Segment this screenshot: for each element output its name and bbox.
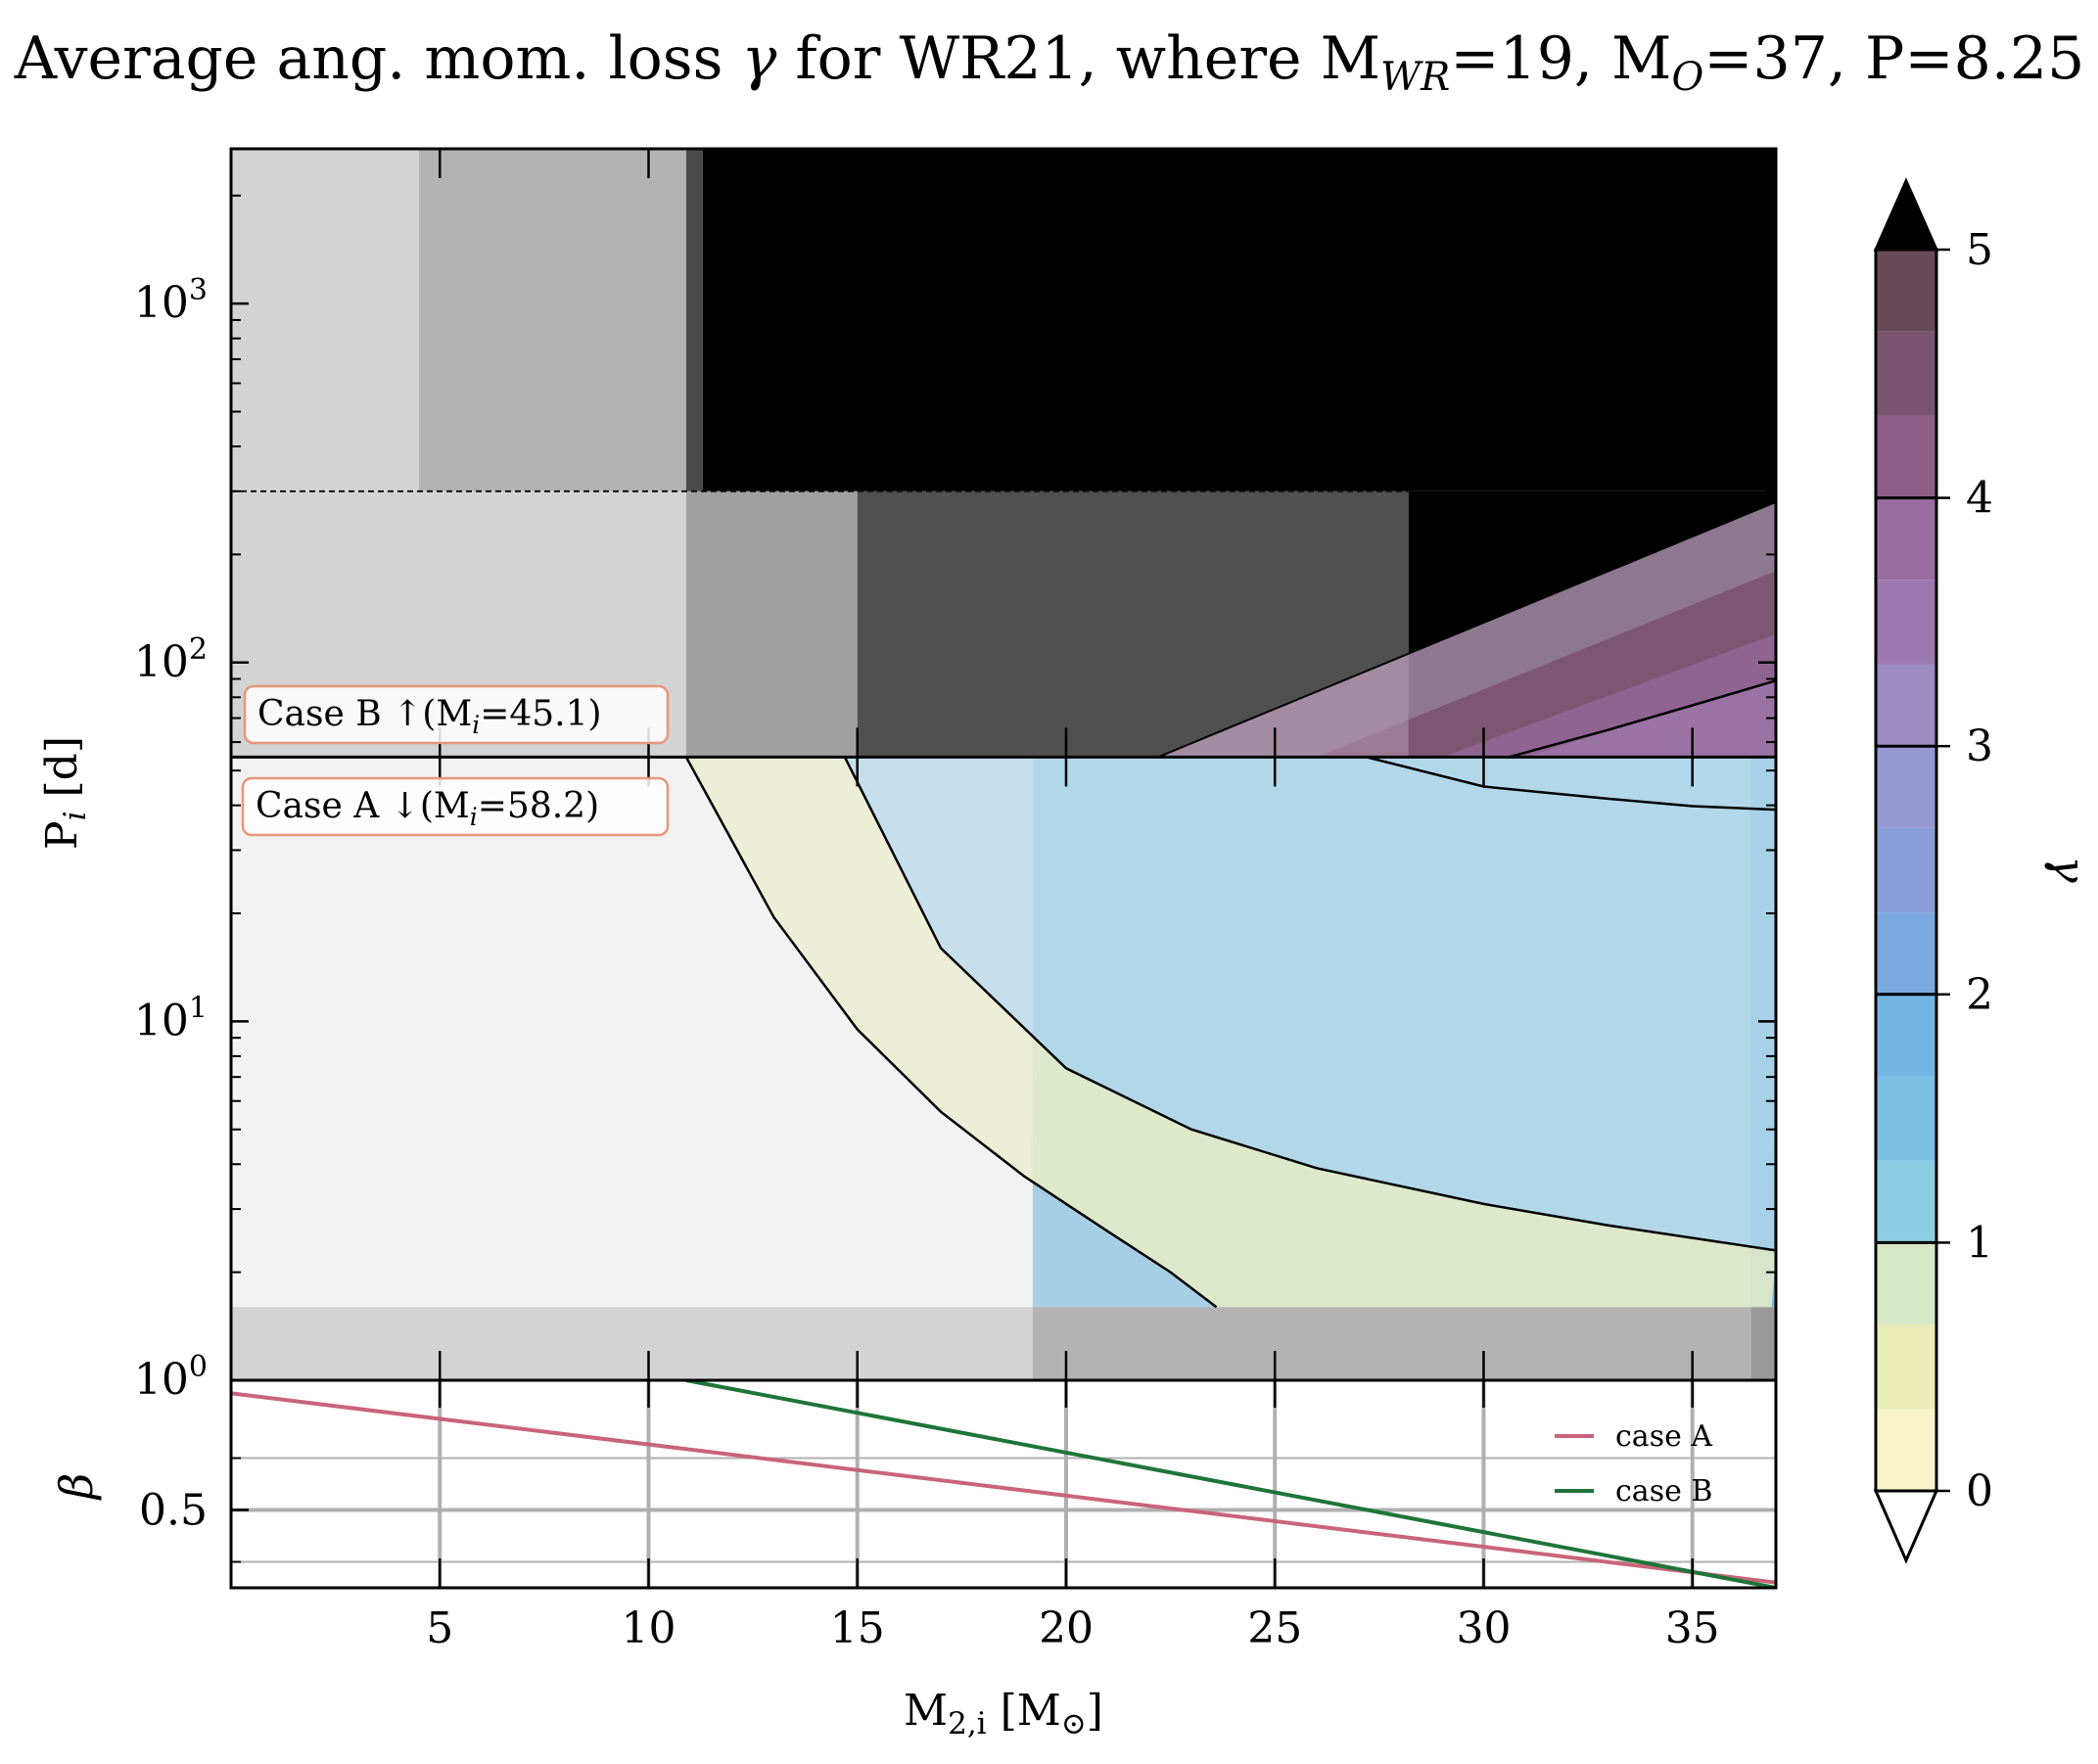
legend-label-case-a: case A (1615, 1419, 1712, 1454)
contour-layer (684, 500, 1776, 1309)
colorbar-level (1876, 1076, 1936, 1161)
colorbar-level (1876, 912, 1936, 995)
colorbar-under-extension (1873, 1489, 1939, 1564)
colorbar-level (1876, 1324, 1936, 1410)
contour-wedge-edge (1157, 500, 1776, 759)
case-a-box (241, 776, 670, 837)
xlabel: M2,i [M⊙] (904, 1686, 1103, 1741)
xtick-label: 30 (1456, 1603, 1511, 1653)
colorbar-tick-label: 2 (1966, 970, 1993, 1020)
colorbar-level (1876, 1409, 1936, 1491)
colorbar-level (1876, 1242, 1936, 1325)
xtick-label: 20 (1039, 1603, 1094, 1653)
colorbar-level (1876, 580, 1936, 665)
gamma-band-light-veil (685, 757, 1033, 1181)
colorbar-frame (1874, 248, 1938, 1493)
region-b-dark-strip (685, 149, 703, 491)
beta-axes-frame (229, 1378, 1778, 1590)
contour-gamma-0 (684, 756, 1218, 1309)
beta-legend: case A case B (1555, 1419, 1712, 1509)
gamma-band-1-2 (844, 757, 1776, 1251)
ytick-label: 101 (134, 991, 208, 1045)
contour-gamma-3 (1508, 679, 1776, 759)
xtick-label: 15 (830, 1603, 885, 1653)
region-a-bottom-dark (1750, 1307, 1776, 1380)
beta-panel: 0.5 5 10 15 20 25 30 35 case A case B β M2,i [M… (50, 1378, 1778, 1741)
colorbar-level (1876, 994, 1936, 1077)
colorbar-tick-label: 5 (1966, 225, 1993, 275)
colorbar-level (1876, 1160, 1936, 1243)
main-axis-ticks: 100 101 102 103 (134, 149, 1776, 1405)
colorbar-tick-label: 4 (1966, 474, 1993, 524)
colorbar-level (1876, 827, 1936, 913)
region-a-bottom-mid (1032, 1307, 1751, 1380)
beta-grid (231, 1380, 1776, 1588)
ytick-label: 102 (134, 632, 208, 687)
chart-title: Average ang. mom. loss γ for WR21, where… (14, 24, 2085, 100)
colorbar-level (1876, 331, 1936, 416)
beta-series-case-a (231, 1391, 1776, 1585)
case-b-label: Case B ↑(Mi=45.1) (257, 694, 602, 739)
region-a-bottom-light (231, 1307, 1033, 1380)
beta-series-layer (231, 1380, 1776, 1588)
ytick-label: 100 (134, 1350, 208, 1405)
period-mass-panel: 100 101 102 103 Case B ↑(Mi=45.1) Case A ↓(… (37, 147, 1778, 1405)
contour-gamma-1 (843, 756, 1776, 1252)
xtick-label: 35 (1665, 1603, 1720, 1653)
colorbar-tick-label: 0 (1966, 1466, 1993, 1516)
colorbar-tick-label: 1 (1966, 1218, 1993, 1268)
legend-label-case-b: case B (1615, 1474, 1712, 1509)
gamma-region-layer (231, 149, 1776, 1380)
colorbar-levels (1876, 250, 1936, 1491)
colorbar-over-extension (1873, 177, 1939, 252)
case-a-annotation: Case A ↓(Mi=58.2) (241, 776, 670, 837)
region-b-black (702, 149, 1776, 491)
case-a-label: Case A ↓(Mi=58.2) (256, 786, 599, 831)
colorbar-tick-label: 3 (1966, 721, 1993, 771)
region-b-mid (418, 149, 686, 491)
colorbar-level (1876, 746, 1936, 828)
colorbar-level (1876, 250, 1936, 332)
case-b-annotation: Case B ↑(Mi=45.1) (243, 684, 670, 745)
colorbar-label: γ (2043, 856, 2096, 883)
xtick-label: 25 (1247, 1603, 1302, 1653)
colorbar-level (1876, 664, 1936, 747)
region-b-grey-low (685, 490, 858, 758)
xtick-label: 10 (621, 1603, 676, 1653)
ytick-label: 103 (134, 273, 208, 328)
colorbar: 0 1 2 3 4 5 γ (1873, 177, 2096, 1564)
colorbar-ticks: 0 1 2 3 4 5 (1876, 225, 1993, 1516)
xtick-label: 5 (426, 1603, 453, 1653)
main-ylabel: Pi [d] (37, 736, 93, 850)
contour-gamma-2 (1366, 756, 1776, 812)
colorbar-level (1876, 497, 1936, 580)
beta-ytick-label: 0.5 (139, 1486, 208, 1536)
case-b-box (243, 684, 670, 745)
region-b-light (231, 149, 419, 491)
colorbar-level (1876, 415, 1936, 498)
beta-axis-ticks: 0.5 5 10 15 20 25 30 35 (139, 1380, 1720, 1653)
beta-series-case-b (685, 1380, 1776, 1588)
beta-ylabel: β (50, 1473, 103, 1502)
